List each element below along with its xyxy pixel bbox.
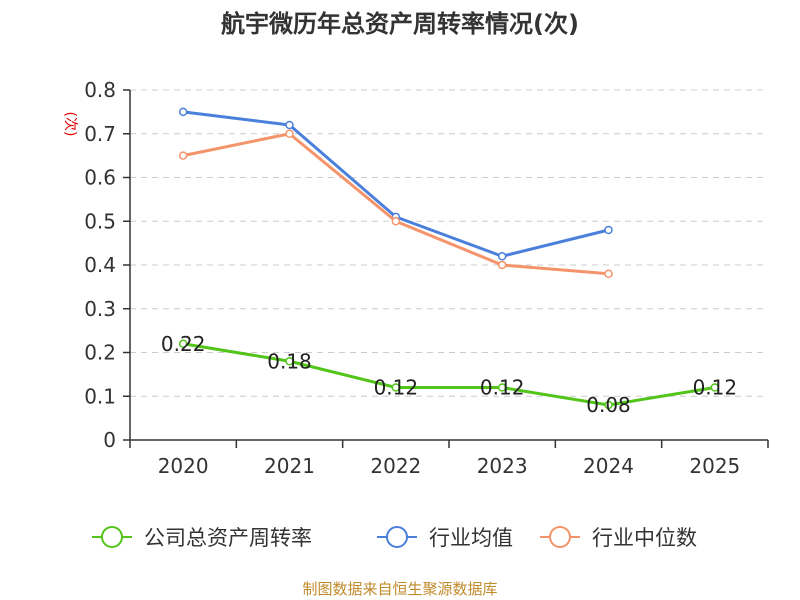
x-tick-label: 2025	[689, 454, 740, 478]
data-label: 0.18	[267, 349, 312, 373]
data-point	[285, 129, 294, 138]
x-tick-label: 2020	[158, 454, 209, 478]
data-label: 0.12	[480, 376, 525, 400]
data-point	[285, 120, 294, 130]
y-tick-label: 0.6	[84, 166, 116, 190]
data-label: 0.08	[586, 393, 631, 417]
data-point	[497, 252, 507, 261]
data-point	[178, 339, 188, 348]
data-point	[178, 151, 188, 160]
x-tick-label: 2024	[583, 454, 634, 478]
data-point	[497, 383, 507, 392]
data-label: 0.12	[374, 376, 419, 400]
y-tick-label: 0.5	[84, 209, 116, 233]
legend-marker-0	[101, 526, 123, 548]
legend-label-2: 行业中位数	[592, 526, 697, 550]
legend: 公司总资产周转率 行业均值 行业中位数	[92, 526, 697, 550]
x-tick-label: 2021	[264, 454, 315, 478]
data-point	[285, 357, 294, 366]
data-point	[497, 260, 507, 270]
y-tick-label: 0.4	[84, 253, 116, 277]
y-tick-label: 0.3	[84, 297, 116, 321]
legend-marker-1	[386, 526, 408, 548]
y-tick-label: 0.8	[84, 78, 116, 102]
axes: 0 0.1 0.2 0.3 0.4 0.5 0.6 0.7 0.8 2020 2021 2022 202…	[84, 78, 769, 478]
y-axis-label: (次)	[62, 112, 78, 137]
data-point	[604, 400, 613, 410]
data-point	[604, 225, 613, 235]
data-point	[178, 107, 188, 117]
data-label: 0.22	[161, 332, 206, 356]
data-point	[604, 269, 613, 278]
chart-title: 航宇微历年总资产周转率情况(次)	[221, 10, 579, 38]
y-tick-label: 0	[103, 428, 116, 452]
legend-marker-2	[549, 526, 571, 548]
x-tick-label: 2023	[477, 454, 528, 478]
series-line-2	[182, 132, 609, 276]
data-point	[391, 217, 401, 226]
grid-lines	[130, 89, 768, 397]
x-tick-label: 2022	[370, 454, 421, 478]
series-line-0	[182, 342, 716, 407]
source-note: 制图数据来自恒生聚源数据库	[302, 580, 497, 598]
series-lines	[178, 107, 720, 410]
data-labels: 0.22 0.18 0.12 0.12 0.08 0.12	[161, 332, 737, 417]
legend-label-0: 公司总资产周转率	[144, 526, 312, 550]
data-point	[391, 383, 401, 392]
data-label: 0.12	[693, 376, 738, 400]
y-tick-label: 0.2	[84, 341, 116, 365]
data-point	[710, 383, 720, 392]
y-tick-label: 0.7	[84, 122, 116, 146]
y-tick-label: 0.1	[84, 384, 116, 408]
legend-label-1: 行业均值	[429, 526, 513, 550]
